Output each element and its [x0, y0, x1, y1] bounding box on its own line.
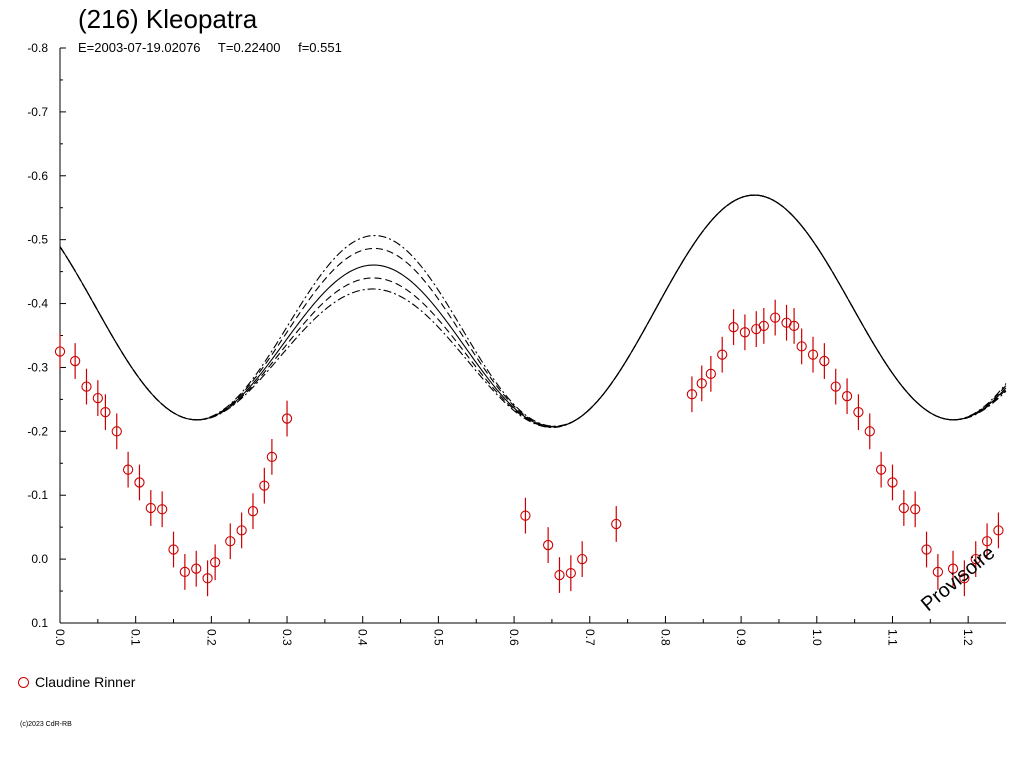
data-point: [202, 573, 213, 584]
model-curve-3: [59, 194, 1007, 428]
y-tick-label: -0.4: [27, 297, 48, 311]
period-label: T=0.22400: [217, 40, 281, 55]
y-tick-label: -0.2: [27, 424, 48, 438]
data-point: [168, 544, 179, 555]
data-point: [209, 557, 221, 568]
fraction-label: f=0.551: [298, 40, 342, 55]
data-point: [520, 510, 531, 521]
data-point: [758, 320, 769, 332]
data-point: [932, 566, 944, 578]
data-point: [111, 426, 122, 437]
data-point: [554, 569, 565, 581]
data-point: [864, 426, 875, 437]
data-point: [796, 341, 807, 352]
x-tick-label: 1.0: [810, 629, 824, 646]
x-tick-label: 0.3: [280, 629, 294, 646]
data-point: [92, 392, 103, 404]
data-point: [819, 355, 830, 367]
model-curve-1: [59, 194, 1007, 428]
data-point: [770, 312, 781, 323]
data-point: [717, 349, 728, 360]
data-point: [947, 563, 959, 574]
data-point: [705, 368, 716, 379]
chart-title: (216) Kleopatra: [78, 4, 258, 34]
data-point: [225, 536, 236, 547]
legend: Claudine Rinner: [18, 674, 135, 690]
data-point: [236, 525, 247, 536]
data-point: [259, 480, 270, 491]
data-point: [565, 568, 576, 579]
y-tick-label: 0.0: [31, 552, 48, 566]
x-tick-label: 1.1: [885, 629, 899, 646]
y-tick-label: -0.1: [27, 488, 48, 502]
data-point: [898, 502, 909, 514]
chart-subtitle: E=2003-07-19.02076 T=0.22400 f=0.551: [78, 40, 356, 56]
data-point: [122, 464, 134, 475]
y-tick-label: -0.3: [27, 360, 48, 374]
epoch-label: E=2003-07-19.02076: [78, 40, 201, 55]
data-point: [69, 355, 81, 367]
x-tick-label: 0.6: [507, 629, 521, 646]
data-point: [853, 407, 864, 418]
data-point: [577, 553, 588, 565]
legend-label: Claudine Rinner: [35, 674, 136, 690]
data-point: [887, 477, 898, 488]
data-point: [841, 391, 853, 402]
data-point: [134, 477, 145, 488]
x-tick-label: 0.8: [658, 629, 672, 646]
data-point: [179, 566, 191, 578]
data-point: [54, 346, 66, 357]
model-curve-4: [59, 194, 1007, 427]
x-tick-label: 1.2: [961, 629, 975, 646]
data-point: [145, 502, 156, 514]
data-point: [247, 506, 259, 517]
data-point: [875, 464, 887, 475]
copyright-note: (c)2023 CdR-RB: [20, 721, 72, 728]
data-point: [728, 322, 739, 333]
data-point: [788, 320, 800, 332]
data-point: [981, 536, 993, 547]
data-point: [739, 327, 751, 338]
legend-circle-icon: [18, 676, 29, 688]
y-tick-label: -0.5: [27, 233, 48, 247]
model-curve-2: [59, 194, 1007, 428]
x-tick-label: 0.0: [53, 629, 67, 646]
x-tick-label: 0.4: [356, 629, 370, 646]
data-point: [542, 539, 554, 551]
y-tick-label: 0.1: [31, 616, 48, 630]
model-curve-5: [59, 194, 1007, 429]
y-tick-label: -0.8: [27, 41, 48, 55]
data-point: [993, 525, 1004, 536]
data-point: [970, 553, 981, 565]
data-point: [191, 563, 202, 574]
x-tick-label: 0.1: [129, 629, 143, 646]
data-point: [696, 378, 707, 389]
y-tick-label: -0.7: [27, 105, 48, 119]
data-point: [100, 407, 111, 418]
data-points: [54, 299, 1004, 597]
data-point: [830, 381, 841, 392]
x-tick-label: 0.5: [431, 629, 445, 646]
data-point: [959, 573, 970, 584]
data-point: [157, 504, 168, 515]
data-point: [611, 518, 622, 530]
data-point: [81, 381, 92, 392]
data-point: [807, 349, 819, 360]
data-point: [910, 504, 921, 515]
x-tick-label: 0.2: [204, 629, 218, 646]
data-point: [281, 413, 293, 424]
model-curves: [59, 194, 1007, 429]
y-tick-label: -0.6: [27, 169, 48, 183]
x-tick-label: 0.7: [583, 629, 597, 646]
data-point: [266, 451, 278, 463]
data-point: [686, 389, 698, 400]
x-tick-label: 0.9: [734, 629, 748, 646]
axes: -0.8 -0.7 -0.6 -0.5 -0.4 -0.3 -0.2 -0.1 0.0 0.1 0.…: [27, 41, 1006, 646]
data-point: [921, 544, 932, 555]
